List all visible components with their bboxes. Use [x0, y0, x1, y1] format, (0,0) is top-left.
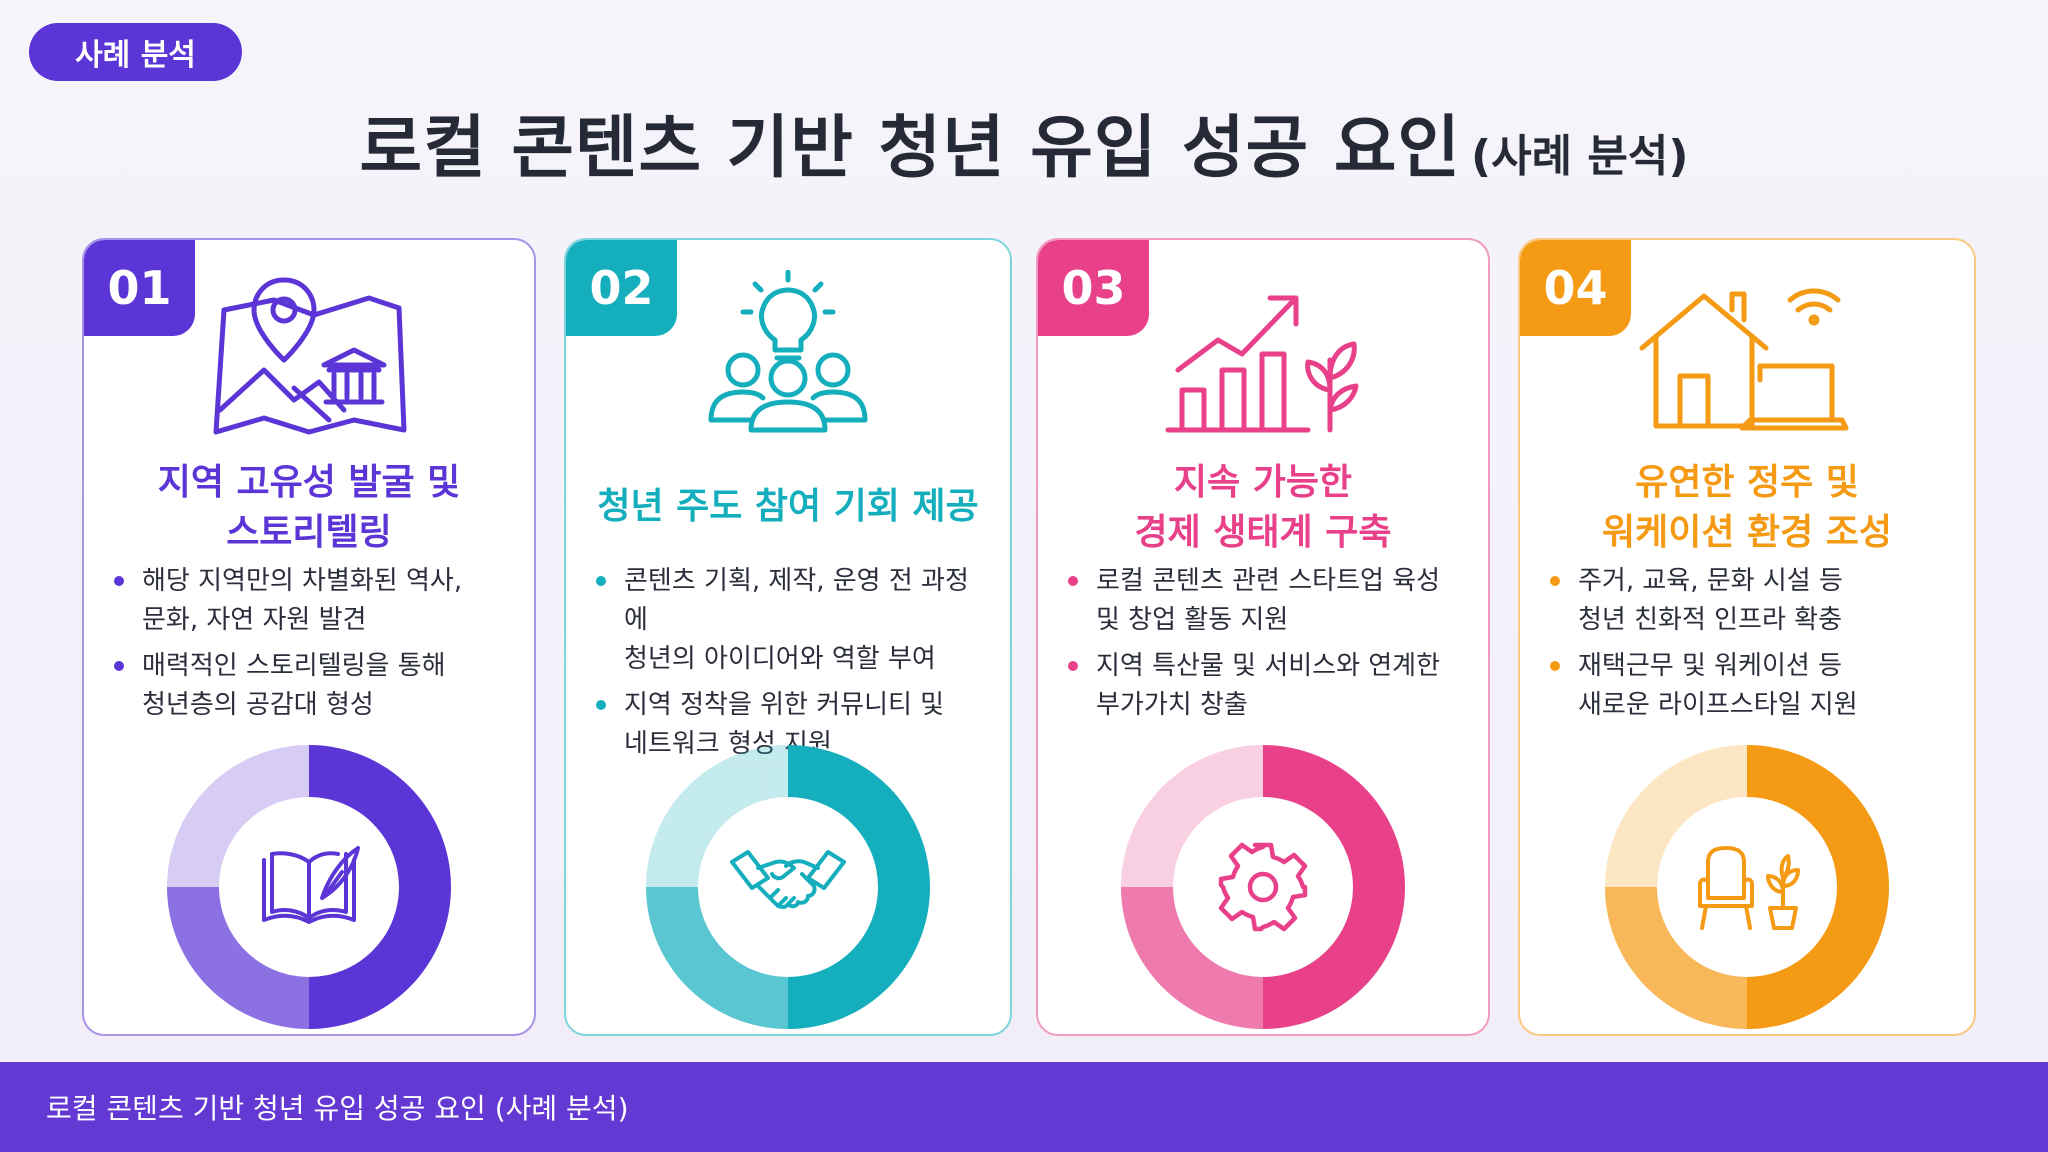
bullet-dot	[1550, 576, 1560, 586]
armchair-plant-icon	[1657, 797, 1837, 977]
bullet-line2: 청년 친화적 인프라 확충	[1578, 605, 1842, 635]
bullet-line2: 청년의 아이디어와 역할 부여	[624, 644, 936, 674]
card-number-badge: 04	[1520, 240, 1631, 336]
donut-chart	[1121, 745, 1405, 1029]
card-title-line2: 경제 생태계 구축	[1134, 512, 1392, 553]
bullet-item: 지역 정착을 위한 커뮤니티 및 네트워크 형성 지원	[594, 686, 992, 764]
card-title: 청년 주도 참여 기회 제공	[576, 482, 1000, 532]
page-title: 로컬 콘텐츠 기반 청년 유입 성공 요인 (사례 분석)	[0, 92, 2048, 191]
bullet-item: 해당 지역만의 차별화된 역사, 문화, 자연 자원 발견	[112, 562, 516, 640]
card-title: 지역 고유성 발굴 및 스토리텔링	[94, 458, 524, 558]
bullet-line2: 새로운 라이프스타일 지원	[1578, 690, 1858, 720]
bullet-dot	[1550, 661, 1560, 671]
page-title-sub: (사례 분석)	[1470, 131, 1689, 182]
bullet-line1: 주거, 교육, 문화 시설 등	[1578, 566, 1843, 596]
footer-bar: 로컬 콘텐츠 기반 청년 유입 성공 요인 (사례 분석)	[0, 1062, 2048, 1152]
bullet-list: 해당 지역만의 차별화된 역사, 문화, 자연 자원 발견 매력적인 스토리텔링을…	[112, 562, 516, 732]
bullet-line1: 지역 특산물 및 서비스와 연계한	[1096, 651, 1441, 681]
house-laptop-wifi-icon	[1520, 270, 1974, 440]
card-title-line2: 워케이션 환경 조성	[1601, 512, 1893, 553]
bullet-line2: 청년층의 공감대 형성	[142, 690, 374, 720]
growth-chart-plant-icon	[1038, 270, 1488, 440]
bullet-line2: 문화, 자연 자원 발견	[142, 605, 367, 635]
card-title: 지속 가능한 경제 생태계 구축	[1048, 458, 1478, 558]
bullet-line1: 로컬 콘텐츠 관련 스타트업 육성	[1096, 566, 1441, 596]
card-number-badge: 01	[84, 240, 195, 336]
bullet-line1: 매력적인 스토리텔링을 통해	[142, 651, 446, 681]
card-title-line2: 스토리텔링	[226, 512, 392, 553]
card-title: 유연한 정주 및 워케이션 환경 조성	[1530, 458, 1964, 558]
card-number-badge: 02	[566, 240, 677, 336]
bullet-dot	[1068, 576, 1078, 586]
card-title-line1: 지역 고유성 발굴 및	[157, 462, 461, 503]
donut-chart	[646, 745, 930, 1029]
bullet-line1: 재택근무 및 워케이션 등	[1578, 651, 1842, 681]
book-quill-icon	[219, 797, 399, 977]
bullet-dot	[114, 576, 124, 586]
donut-chart	[1605, 745, 1889, 1029]
card-number-badge: 03	[1038, 240, 1149, 336]
handshake-icon	[698, 797, 878, 977]
bullet-dot	[114, 661, 124, 671]
bullet-dot	[596, 700, 606, 710]
card-title-line1: 청년 주도 참여 기회 제공	[597, 486, 979, 527]
bullet-line1: 해당 지역만의 차별화된 역사,	[142, 566, 463, 596]
map-pin-museum-icon	[84, 270, 534, 440]
page-title-main: 로컬 콘텐츠 기반 청년 유입 성공 요인	[359, 109, 1461, 188]
factor-card-1: 01 지역 고유성 발굴 및 스토리텔링 해당 지역만의 차별화된 역사, 문화,…	[82, 238, 536, 1036]
bullet-line2: 부가가치 창출	[1096, 690, 1248, 720]
bullet-line1: 지역 정착을 위한 커뮤니티 및	[624, 690, 945, 720]
bullet-dot	[1068, 661, 1078, 671]
section-tag: 사례 분석	[29, 23, 242, 81]
people-lightbulb-icon	[566, 270, 1010, 440]
bullet-dot	[596, 576, 606, 586]
bullet-line1: 콘텐츠 기획, 제작, 운영 전 과정에	[624, 566, 969, 635]
card-title-line1: 지속 가능한	[1173, 462, 1353, 503]
bullet-line2: 및 창업 활동 지원	[1096, 605, 1289, 635]
donut-chart	[167, 745, 451, 1029]
gear-icon	[1173, 797, 1353, 977]
card-title-line1: 유연한 정주 및	[1635, 462, 1859, 503]
